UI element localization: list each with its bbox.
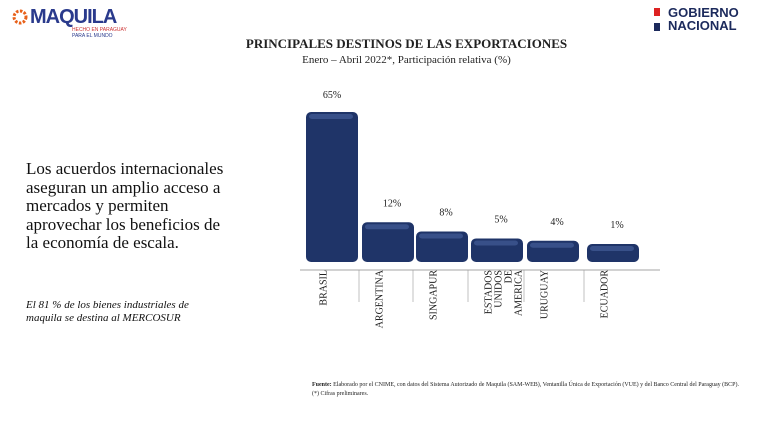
- logo-sub: PARA EL MUNDO: [72, 33, 113, 39]
- bar-chart: 65% BRASIL 12% ARGENTINA 8% SINGAPUR 5% ESTADOS…: [300, 90, 660, 328]
- data-label: 12%: [383, 198, 401, 209]
- tick-label: ESTADOS: [483, 270, 494, 314]
- tick-label: ECUADOR: [599, 270, 610, 319]
- sun-icon: [12, 9, 28, 25]
- bar-argentina: [362, 222, 414, 262]
- data-label: 1%: [610, 220, 623, 231]
- chart-subtitle: Enero – Abril 2022*, Participación relat…: [302, 54, 511, 66]
- gov-text: GOBIERNO: [668, 5, 739, 20]
- bar-top-highlight: [474, 240, 518, 246]
- tick-label: ARGENTINA: [374, 269, 385, 328]
- flag-blue-icon: [654, 23, 660, 31]
- data-label: 65%: [323, 90, 341, 101]
- bar-top-highlight: [590, 246, 634, 251]
- source-footnote: (*) Cifras preliminares.: [312, 391, 369, 397]
- bar-top-highlight: [530, 242, 574, 248]
- gobierno-logo: GOBIERNO NACIONAL: [654, 6, 739, 32]
- side-text: Los acuerdos internacionales aseguran un…: [26, 159, 224, 252]
- tick-label: URUGUAY: [539, 270, 550, 319]
- tick-label: AMERICA: [513, 269, 524, 316]
- tick-label: BRASIL: [318, 270, 329, 306]
- side-note: El 81 % de los bienes industriales de ma…: [26, 299, 189, 324]
- logo-name: MAQUILA: [30, 6, 117, 28]
- bar-top-highlight: [365, 224, 409, 230]
- bar-brasil: [306, 112, 358, 262]
- tick-label: SINGAPUR: [428, 270, 439, 320]
- bar-top-highlight: [309, 114, 353, 119]
- gov-text: NACIONAL: [668, 18, 737, 33]
- source-note: Fuente: Elaborado por el CNIME, con dato…: [312, 381, 752, 399]
- source-text: Elaborado por el CNIME, con datos del Si…: [331, 382, 739, 388]
- data-label: 5%: [494, 214, 507, 225]
- bar-top-highlight: [419, 233, 463, 239]
- data-label: 4%: [550, 217, 563, 228]
- tick-label: DE: [503, 270, 514, 283]
- bar-singapur: [416, 231, 468, 262]
- flag-red-icon: [654, 8, 660, 16]
- logo-sub: HECHO EN PARAGUAY: [72, 27, 127, 33]
- tick-label: UNIDOS: [493, 270, 504, 308]
- source-label: Fuente:: [312, 382, 332, 388]
- chart-title: PRINCIPALES DESTINOS DE LAS EXPORTACIONE…: [245, 36, 568, 51]
- data-label: 8%: [439, 208, 452, 219]
